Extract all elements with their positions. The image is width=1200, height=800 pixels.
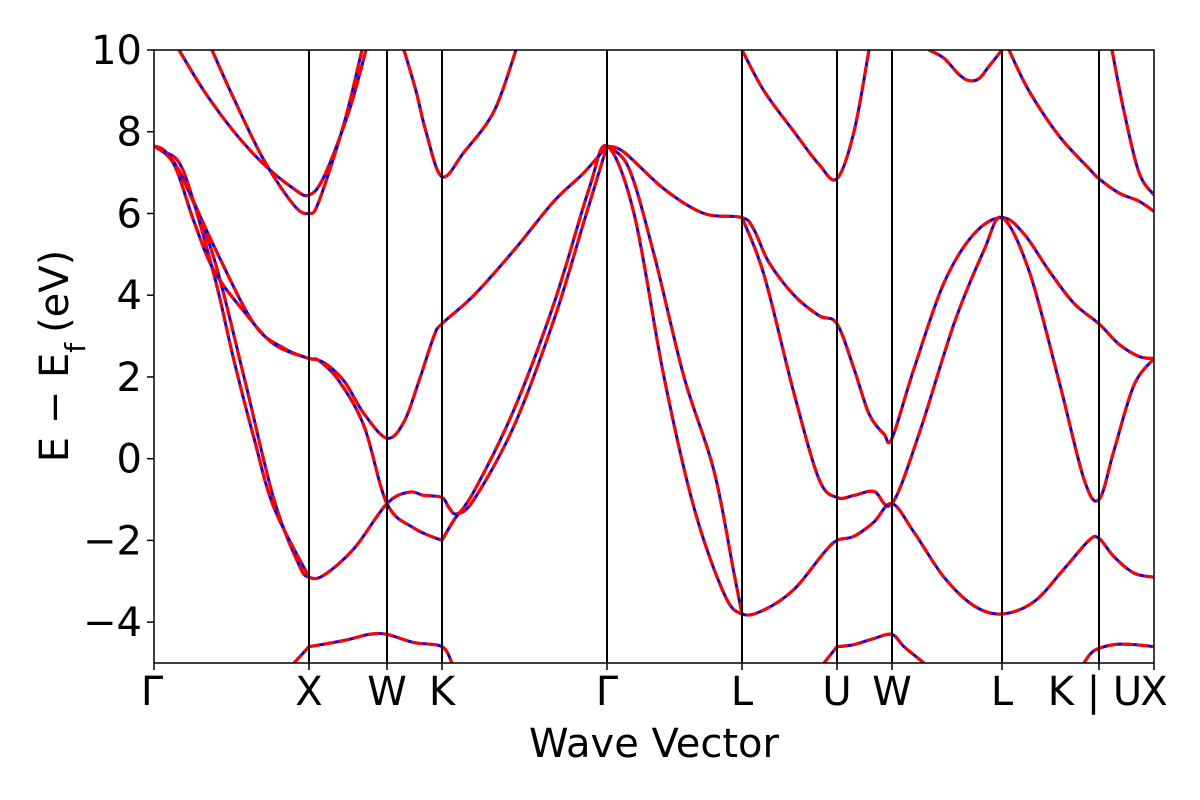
- y-tick-label-3: 0: [117, 437, 142, 483]
- x-tick-label-3: W: [367, 669, 407, 715]
- band-4-dashed: [440, 143, 1154, 617]
- band-18-dashed: [1007, 50, 1154, 213]
- x-tick-label-6: L: [731, 669, 754, 715]
- x-tick-label-8: W: [872, 669, 912, 715]
- band-8-solid: [740, 215, 1154, 508]
- y-tick-label-6: 6: [117, 191, 142, 237]
- band-15-solid: [836, 632, 925, 663]
- band-19-dashed: [1110, 50, 1154, 197]
- band-3-dashed: [308, 144, 609, 440]
- band-16-dashed: [822, 645, 839, 663]
- band-7-dashed: [605, 144, 744, 615]
- plot-frame: [153, 49, 1155, 664]
- x-axis-label: Wave Vector: [529, 721, 780, 767]
- x-tick-label-5: Γ: [596, 669, 619, 715]
- x-tick-label-11: X: [1140, 669, 1167, 715]
- band-15-dashed: [836, 632, 926, 663]
- band-12-dashed: [210, 50, 364, 216]
- x-tick-label-2: X: [295, 669, 322, 715]
- x-tick-label-7: U: [822, 669, 851, 715]
- band-lines: [154, 50, 1154, 663]
- band-19-solid: [1110, 50, 1154, 197]
- band-13-dashed: [402, 50, 518, 179]
- y-tick-label-8: 10: [91, 28, 142, 74]
- band-17-dashed: [928, 50, 1004, 83]
- band-8-dashed: [740, 215, 1154, 508]
- band-1-solid: [154, 144, 443, 542]
- y-tick-label-4: 2: [117, 355, 142, 401]
- band-5-dashed: [308, 631, 454, 663]
- x-tick-label-9: L: [991, 669, 1014, 715]
- band-10-dashed: [164, 150, 311, 578]
- band-4-solid: [440, 144, 1154, 617]
- x-tick-label-1: Γ: [141, 669, 164, 715]
- band-20-dashed: [1082, 642, 1154, 663]
- x-tick-label-10: K | U: [1048, 669, 1142, 715]
- band-18-solid: [1007, 50, 1154, 213]
- high-symmetry-lines: [308, 50, 1100, 663]
- y-tick-label-5: 4: [117, 273, 142, 319]
- band-5-solid: [308, 632, 454, 663]
- x-tick-label-4: K: [429, 669, 457, 715]
- band-1-dashed: [154, 144, 443, 542]
- y-tick-label-7: 8: [117, 110, 142, 156]
- y-axis-label: E − Ef(eV): [32, 250, 92, 463]
- band-14-dashed: [740, 50, 871, 182]
- y-axis-ticks: −4 −2 0 2 4 6 8 10: [83, 28, 154, 646]
- band-10-solid: [164, 151, 311, 578]
- band-14-solid: [740, 50, 871, 182]
- y-tick-label-2: −2: [83, 518, 142, 564]
- y-tick-label-1: −4: [83, 600, 142, 646]
